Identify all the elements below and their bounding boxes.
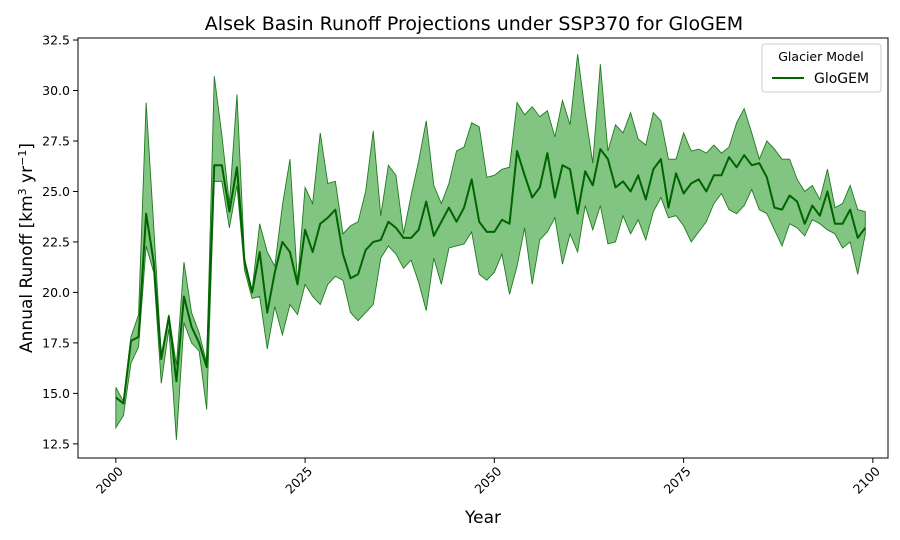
x-axis-title: Year <box>464 508 501 528</box>
legend: Glacier Model GloGEM <box>761 43 882 93</box>
y-tick-label: 20.0 <box>42 285 70 300</box>
y-axis-title-end: ] <box>17 143 37 150</box>
y-axis-title: Annual Runoff [km3 yr−1] <box>16 143 38 353</box>
band-group <box>115 54 866 440</box>
x-tick-label: 2025 <box>282 464 315 497</box>
y-axis-title-mid: yr <box>17 166 37 188</box>
y-axis: 12.5 15.0 17.5 20.0 22.5 25.0 27.5 30.0 32.5 <box>42 33 78 451</box>
y-tick-label: 30.0 <box>42 83 70 98</box>
y-tick-label: 17.5 <box>42 335 70 350</box>
x-tick-label: 2100 <box>850 463 883 496</box>
y-tick-label: 25.0 <box>42 184 70 199</box>
y-axis-title-exp1: 3 <box>16 188 29 195</box>
y-tick-label: 32.5 <box>42 33 70 48</box>
range-band-glogem <box>115 54 866 440</box>
chart-title: Alsek Basin Runoff Projections under SSP… <box>205 13 743 35</box>
y-tick-label: 12.5 <box>42 436 70 451</box>
y-tick-label: 27.5 <box>42 133 70 148</box>
x-axis: 2000 2025 2050 2075 2100 <box>93 458 883 497</box>
y-tick-label: 22.5 <box>42 234 70 249</box>
y-axis-title-main: Annual Runoff [km <box>17 195 37 353</box>
x-tick-label: 2075 <box>661 464 694 497</box>
legend-label-glogem: GloGEM <box>814 71 869 87</box>
x-tick-label: 2000 <box>93 463 126 496</box>
x-tick-label: 2050 <box>471 463 504 496</box>
y-axis-title-exp2: −1 <box>16 150 29 166</box>
y-tick-label: 15.0 <box>42 386 70 401</box>
series-line-glogem <box>115 148 867 405</box>
line-group <box>115 148 867 405</box>
legend-box <box>761 43 882 93</box>
legend-title: Glacier Model <box>778 49 864 64</box>
